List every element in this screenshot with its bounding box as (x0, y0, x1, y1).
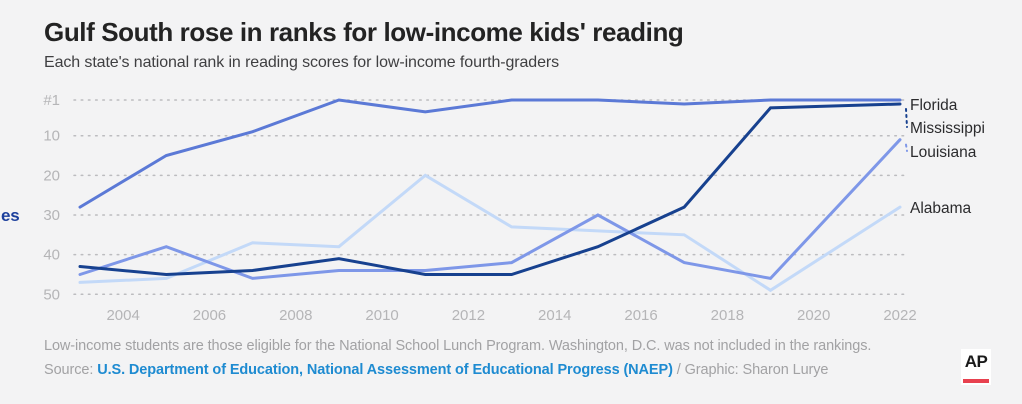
y-axis-label-20: 20 (43, 167, 60, 184)
y-axis-label-40: 40 (43, 247, 60, 264)
page-subtitle: Each state's national rank in reading sc… (44, 54, 560, 71)
footnote: Low-income students are those eligible f… (44, 338, 872, 354)
x-axis-label-2008: 2008 (279, 307, 312, 324)
source-label: Source: (44, 362, 98, 378)
series-label-louisiana: Louisiana (910, 144, 977, 161)
series-label-mississippi: Mississippi (910, 120, 985, 137)
ap-logo-text: AP (964, 352, 988, 371)
y-axis-label-50: 50 (43, 286, 60, 303)
leader-louisiana (905, 143, 908, 152)
line-alabama (78, 173, 902, 293)
x-axis-label-2016: 2016 (624, 307, 657, 324)
x-axis-label-2022: 2022 (883, 307, 916, 324)
line-louisiana (78, 138, 902, 281)
line-mississippi (78, 102, 902, 277)
page-title: Gulf South rose in ranks for low-income … (44, 17, 684, 47)
y-axis-label-1: #1 (43, 92, 60, 109)
x-axis-label-2014: 2014 (538, 307, 571, 324)
cropped-left-text: es (1, 206, 20, 225)
leader-mississippi (905, 107, 908, 128)
source-link[interactable]: U.S. Department of Education, National A… (97, 362, 673, 378)
x-axis-label-2012: 2012 (452, 307, 485, 324)
ap-logo-red-bar (963, 379, 989, 383)
x-axis-label-2006: 2006 (193, 307, 226, 324)
graphic-credit: / Graphic: Sharon Lurye (672, 362, 829, 378)
y-axis-label-30: 30 (43, 207, 60, 224)
source-line: Source: U.S. Department of Education, Na… (44, 362, 828, 378)
x-axis-label-2004: 2004 (106, 307, 139, 324)
y-axis-label-10: 10 (43, 128, 60, 145)
series-label-alabama: Alabama (910, 200, 972, 217)
x-axis-label-2020: 2020 (797, 307, 830, 324)
ap-logo: AP (961, 349, 991, 385)
line-florida (78, 98, 902, 209)
x-axis-label-2010: 2010 (365, 307, 398, 324)
series-label-florida: Florida (910, 97, 958, 114)
x-axis-label-2018: 2018 (711, 307, 744, 324)
